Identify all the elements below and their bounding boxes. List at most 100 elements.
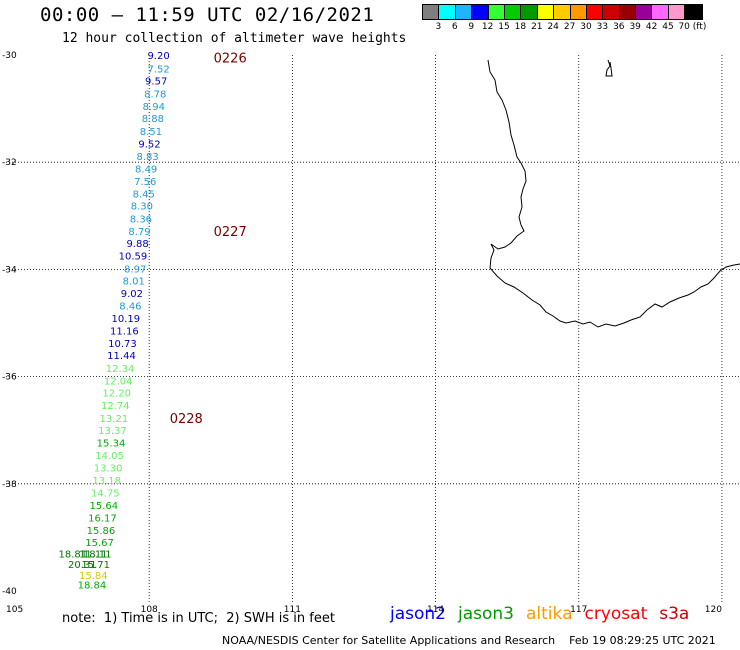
wave-height-value: 9.20: [147, 51, 169, 62]
legend-swatch-6: [521, 5, 538, 19]
wave-height-value: 11.11: [79, 549, 108, 560]
lon-tick-label: 117: [570, 605, 587, 615]
wave-height-value: 8.45: [133, 189, 155, 200]
wave-height-value: 8.36: [130, 214, 152, 225]
lon-tick-label: 108: [141, 605, 158, 615]
legend-label-15: 70 (ft): [678, 22, 707, 32]
legend-label-9: 30: [580, 22, 592, 32]
lat-tick-label: -34: [2, 265, 17, 275]
spencer-gulf-outline: [605, 59, 613, 77]
wave-height-value: 15.71: [81, 560, 110, 571]
wave-height-value: 8.30: [131, 202, 153, 213]
credit-line: NOAA/NESDIS Center for Satellite Applica…: [222, 634, 716, 647]
legend-swatch-12: [619, 5, 637, 19]
wave-height-value: 10.59: [119, 251, 148, 262]
legend-label-0: 3: [435, 22, 442, 32]
axis-ticks: 105 108 111 114 117 120 -30 -32 -34 -36 -38 -40: [2, 51, 722, 615]
wave-height-value: 14.05: [95, 451, 124, 462]
wave-height-value: 8.49: [135, 165, 157, 176]
wave-height-value: 14.75: [91, 488, 120, 499]
legend-label-10: 33: [596, 22, 609, 32]
legend-labels: 3 6 9 12 15 18 21 24 27 30 33 36 39 42 45 70 (ft): [422, 20, 707, 32]
wave-height-value: 15.67: [85, 538, 114, 549]
wave-height-value: 8.83: [136, 152, 158, 163]
wave-height-value: 13.37: [98, 426, 127, 437]
satellite-jason3: jason3: [458, 604, 514, 624]
page-subtitle: 12 hour collection of altimeter wave hei…: [62, 31, 407, 46]
legend-swatch-2: [455, 5, 473, 19]
legend-swatch-4: [488, 5, 505, 19]
legend-swatch-14: [652, 5, 669, 19]
wave-height-value: 8.79: [128, 227, 150, 238]
satellite-legend: jason2 jason3 altika cryosat s3a: [390, 604, 689, 624]
legend-label-13: 42: [645, 22, 658, 32]
legend-label-2: 9: [468, 22, 475, 32]
time-label-0228: 0228: [170, 412, 203, 427]
legend-swatch-1: [439, 5, 456, 19]
footnote: note: 1) Time is in UTC; 2) SWH is in fe…: [62, 611, 335, 626]
legend-swatches: [422, 4, 703, 20]
legend-swatch-8: [554, 5, 571, 19]
satellite-cryosat: cryosat: [584, 604, 648, 624]
legend-label-8: 27: [563, 22, 576, 32]
legend-swatch-13: [636, 5, 653, 19]
wave-height-value: 20.31: [68, 560, 97, 571]
legend-swatch-10: [586, 5, 604, 19]
satellite-s3a: s3a: [659, 604, 690, 624]
lat-tick-label: -40: [2, 587, 17, 597]
wave-height-value: 12.04: [104, 376, 133, 387]
color-legend: 3 6 9 12 15 18 21 24 27 30 33 36 39 42 45 70 (ft): [422, 4, 707, 32]
wave-height-value: 15.34: [97, 439, 126, 450]
wave-height-value: 15.86: [87, 526, 116, 537]
wave-height-value: 8.01: [123, 277, 145, 288]
wave-height-value: 10.73: [108, 339, 137, 350]
wave-height-value: 9.02: [121, 289, 143, 300]
wave-height-value: 12.20: [102, 389, 131, 400]
page-title: 00:00 – 11:59 UTC 02/16/2021: [40, 4, 375, 26]
wave-height-value: 8.51: [140, 127, 162, 138]
legend-label-14: 45: [662, 22, 674, 32]
legend-label-6: 21: [531, 22, 543, 32]
legend-swatch-11: [603, 5, 620, 19]
graticule: [6, 55, 740, 604]
lon-tick-label: 105: [6, 605, 23, 615]
satellite-jason2: jason2: [390, 604, 446, 624]
legend-label-11: 36: [613, 22, 625, 32]
wave-height-value: 18.84: [78, 581, 107, 592]
wave-height-value: 7.56: [134, 177, 156, 188]
wave-height-value: 13.18: [92, 476, 121, 487]
wave-height-value: 8.94: [143, 102, 165, 113]
wave-height-value: 8.78: [144, 90, 166, 101]
wave-height-value: 11.16: [110, 327, 139, 338]
australia-west-coast: [487, 59, 740, 328]
wave-height-value: 8.46: [119, 301, 141, 312]
legend-label-3: 12: [481, 22, 494, 32]
wave-height-value: 13.21: [100, 414, 129, 425]
wave-height-value: 13.30: [94, 464, 123, 475]
time-label-0227: 0227: [214, 225, 247, 240]
wave-height-value: 16.17: [88, 514, 117, 525]
wave-height-value: 15.84: [79, 571, 108, 582]
legend-swatch-7: [537, 5, 555, 19]
legend-swatch-16: [685, 5, 702, 19]
satellite-altika: altika: [526, 604, 573, 624]
lat-tick-label: -32: [2, 158, 17, 168]
wave-height-value: 11.44: [107, 351, 136, 362]
coastline: [487, 59, 740, 328]
wave-height-value: 15.64: [90, 501, 119, 512]
legend-label-1: 6: [451, 22, 458, 32]
wave-height-value: 18.81: [59, 549, 88, 560]
legend-label-4: 15: [498, 22, 510, 32]
observations: 9.20 7.52 9.57 8.788.948.88 8.519.52 8.83 8.49…: [59, 51, 170, 592]
time-labels: 0226 0227 0228: [170, 52, 247, 427]
wave-height-value: 12.34: [106, 364, 135, 375]
wave-height-value: 18.11: [83, 549, 112, 560]
lon-tick-label: 114: [427, 605, 444, 615]
lon-tick-label: 111: [284, 605, 301, 615]
legend-label-5: 18: [514, 22, 527, 32]
legend-label-7: 24: [547, 22, 559, 32]
wave-height-value: 7.52: [147, 64, 169, 75]
lat-tick-label: -36: [2, 373, 17, 383]
legend-swatch-3: [472, 5, 489, 19]
